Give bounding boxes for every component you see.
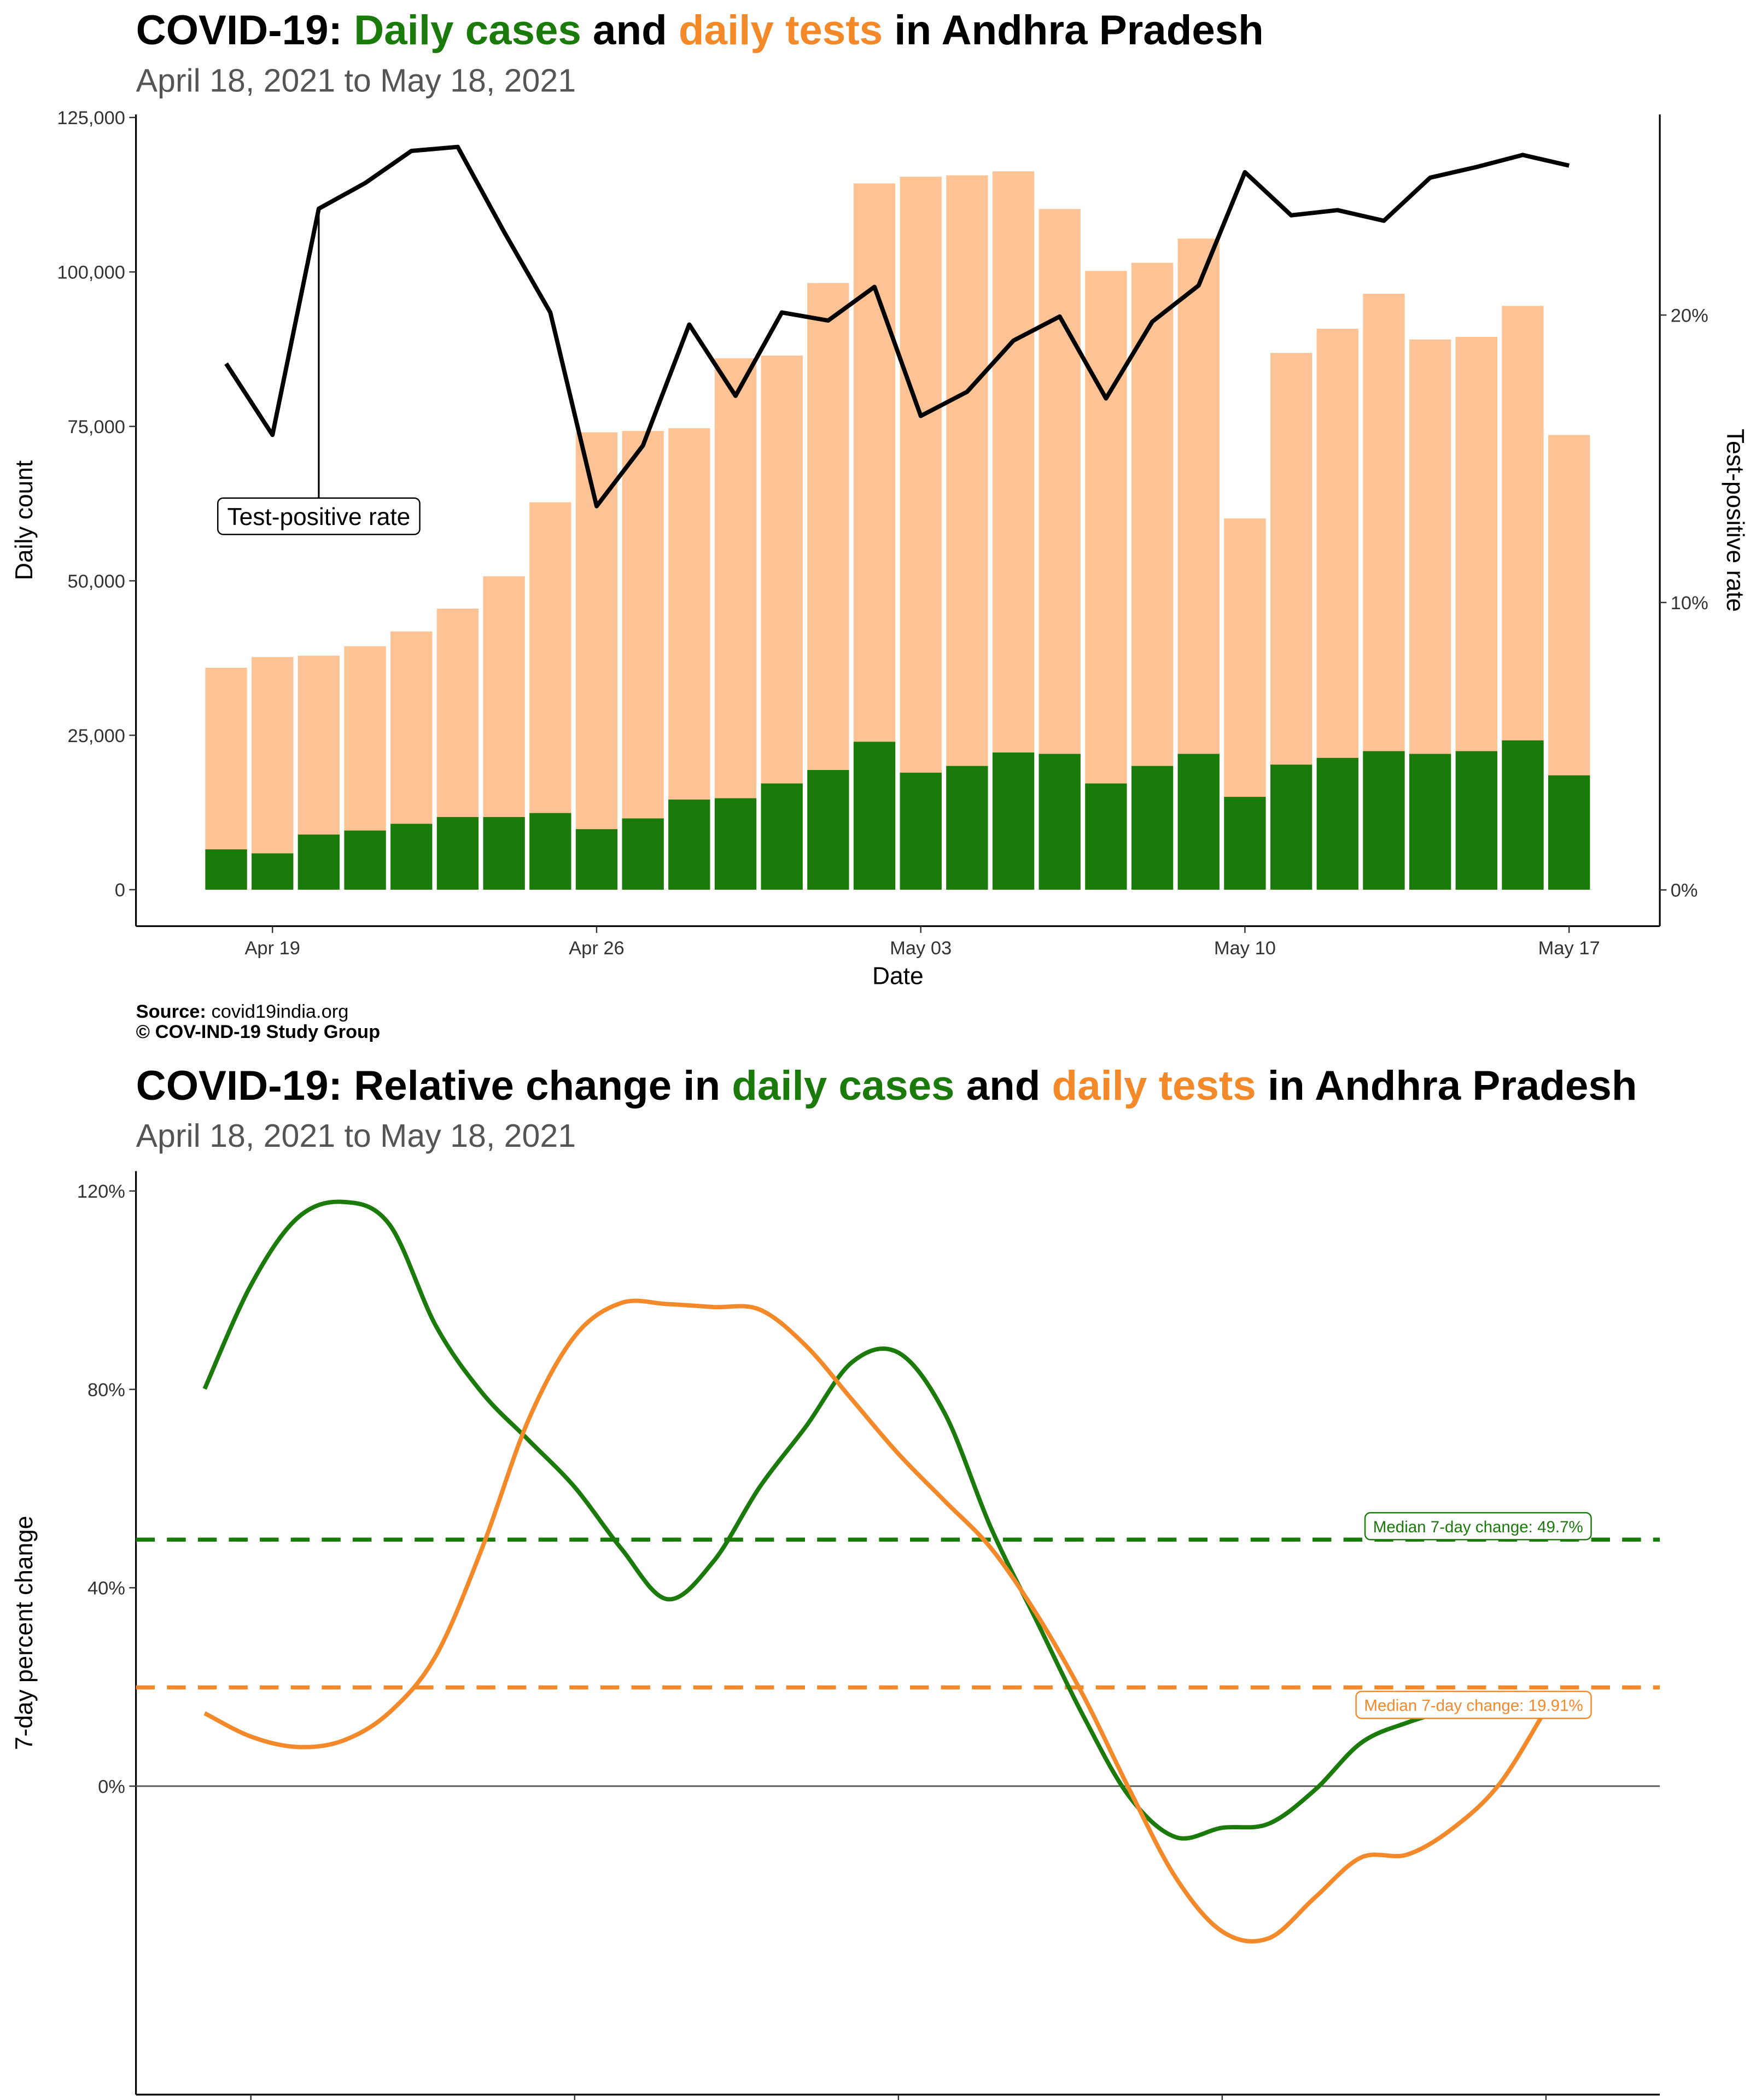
x-tick-label: May 03 [890,938,952,959]
bar [807,769,849,890]
y-tick-label: 25,000 [68,726,125,746]
title-part: Daily cases [354,7,581,54]
bar [575,432,618,890]
y-tick-label: 0% [98,1776,125,1797]
bar [1270,765,1312,890]
bar [298,835,340,890]
bar [1039,754,1081,890]
bar [714,798,757,890]
x-tick-label: Apr 19 [244,938,300,959]
bar [436,817,479,890]
bar [252,657,294,890]
y2-tick-label: 0% [1671,880,1698,901]
y-tick-label: 125,000 [57,108,125,129]
series-line [203,1298,1548,1944]
chart-title: COVID-19: Daily cases and daily tests in… [136,7,1264,54]
median-label: Median 7-day change: 49.7% [1373,1518,1583,1536]
median-label-box [1364,1512,1592,1541]
title-part: daily cases [732,1063,954,1109]
y-tick-label: 80% [88,1380,125,1401]
copyright: © COV-IND-19 Study Group [136,1022,381,1042]
y-tick-label: 50,000 [68,571,125,592]
bar [900,772,942,890]
y2-tick-label: 20% [1671,305,1708,326]
chart-panel: COVID-19: Daily cases and daily tests in… [11,7,1748,1042]
chart-subtitle: April 18, 2021 to May 18, 2021 [136,62,576,98]
chart-subtitle: April 18, 2021 to May 18, 2021 [136,1118,576,1154]
x-tick-label: May 17 [1538,938,1600,959]
chart-title: COVID-19: Relative change in daily cases… [136,1063,1637,1109]
series-line [224,144,1570,509]
y-tick-label: 0 [115,880,125,901]
x-tick-label: Apr 26 [569,938,625,959]
title-part: daily tests [1052,1063,1256,1109]
median-label: Median 7-day change: 19.91% [1364,1697,1583,1715]
bar [483,817,525,890]
bar [853,742,896,890]
x-axis-title: Date [872,962,924,989]
y-tick-label: 40% [88,1578,125,1599]
annotation: Test-positive rate [227,504,410,530]
chart-panel: COVID-19: Relative change in daily cases… [11,1063,1660,2100]
source-text: covid19india.org [206,1001,348,1022]
bar [1363,751,1405,890]
bar [761,783,803,890]
title-part: and [955,1063,1052,1109]
source: Source: covid19india.org [136,1001,349,1022]
title-part: daily tests [679,7,883,54]
bar [1177,754,1220,890]
title-part: and [581,7,679,54]
median-label-box [1355,1690,1592,1719]
bar [1224,797,1266,890]
source-label: Source: [136,1001,206,1022]
bar [205,849,247,890]
y-tick-label: 75,000 [68,417,125,438]
series-line [202,1199,1547,1841]
title-part: in Andhra Pradesh [883,7,1264,54]
bar [1455,751,1497,890]
annotation-box [217,497,421,535]
bar [575,829,618,890]
y-axis-title: Daily count [11,460,38,580]
bar [900,177,942,890]
title-part: in Andhra Pradesh [1256,1063,1637,1109]
bar [1131,766,1174,890]
bar [622,818,664,890]
title-part: COVID-19: [136,7,354,54]
bar [668,800,710,890]
y2-tick-label: 10% [1671,593,1708,614]
x-tick-label: May 10 [1214,938,1276,959]
bar [992,752,1035,890]
bar [622,431,664,890]
bar [1548,775,1590,890]
title-part: COVID-19: Relative change in [136,1063,732,1109]
bar [529,813,571,890]
y-tick-label: 120% [77,1181,125,1202]
y-axis-title: 7-day percent change [11,1516,38,1751]
bar [1409,754,1451,890]
bar [344,830,386,890]
bar [252,853,294,890]
y2-axis-title: Test-positive rate [1722,429,1748,612]
bar [1085,783,1127,890]
bar [1502,740,1544,890]
bar [390,824,433,890]
bar [1316,757,1358,890]
bar [946,766,988,890]
y-tick-label: 100,000 [57,262,125,283]
